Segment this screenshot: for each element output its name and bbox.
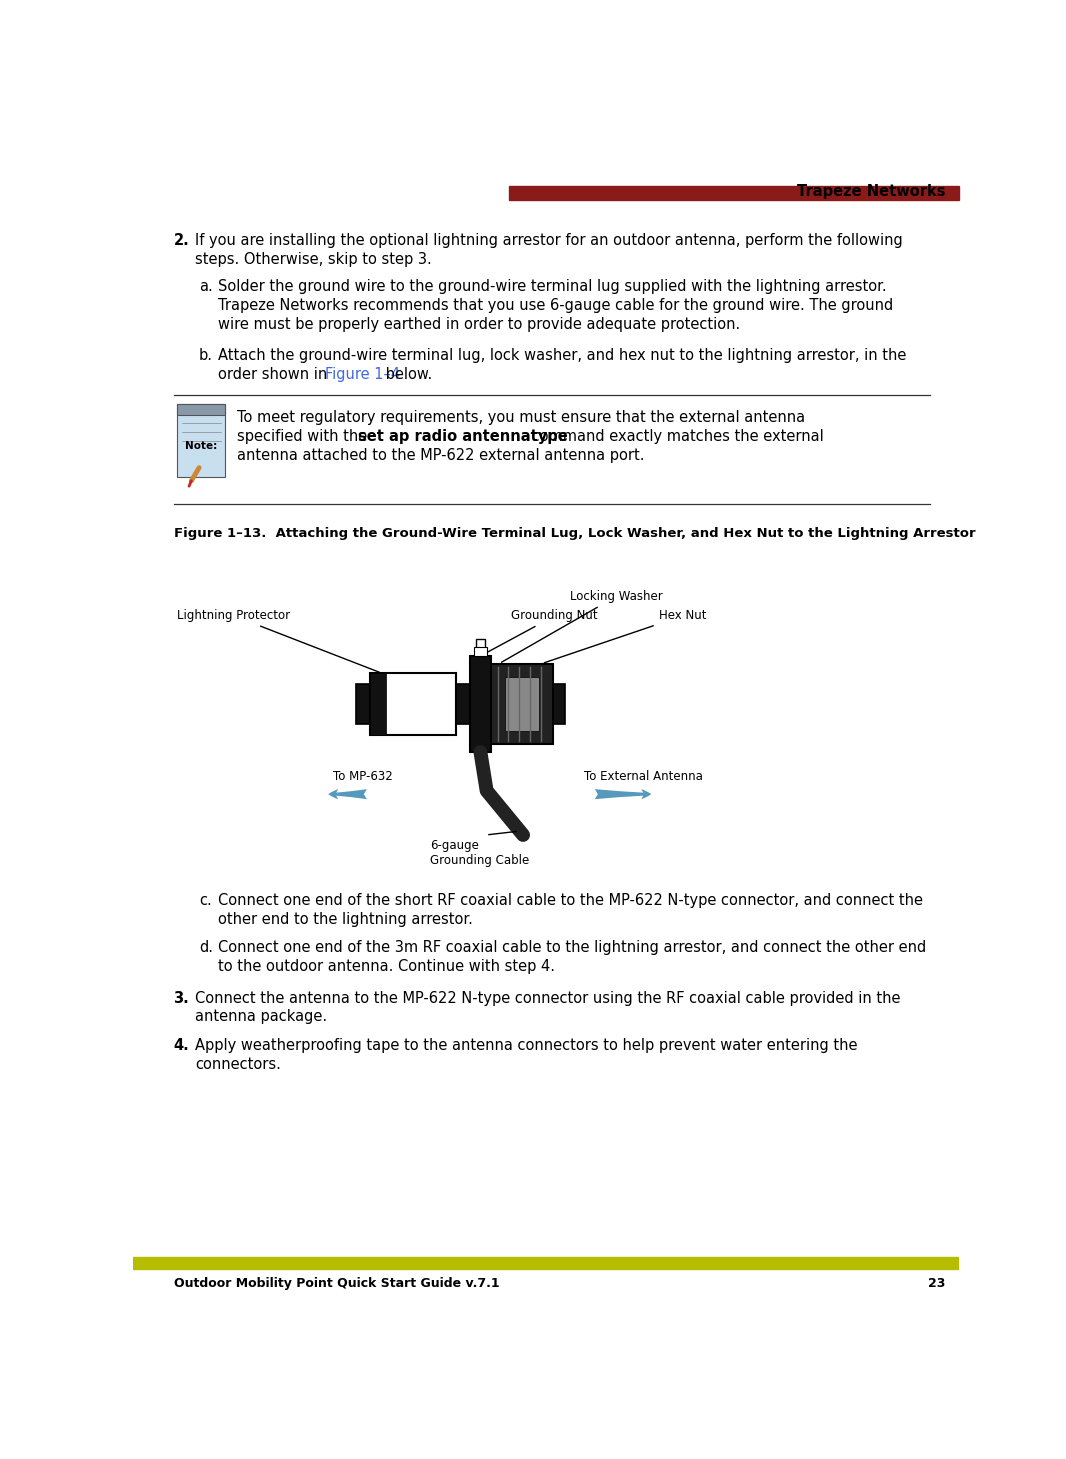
Bar	[370, 673, 455, 735]
Text: Lightning Protector: Lightning Protector	[177, 610, 379, 673]
Text: d.: d.	[199, 941, 213, 956]
Text: Hex Nut: Hex Nut	[545, 610, 706, 662]
Text: If you are installing the optional lightning arrestor for an outdoor antenna, pe: If you are installing the optional light…	[195, 233, 903, 248]
Text: order shown in: order shown in	[219, 368, 333, 382]
Bar	[356, 684, 370, 724]
Text: 4.: 4.	[174, 1039, 190, 1053]
Bar	[370, 673, 386, 735]
Bar	[510, 185, 959, 200]
Text: To meet regulatory requirements, you must ensure that the external antenna: To meet regulatory requirements, you mus…	[237, 410, 805, 425]
Text: to the outdoor antenna. Continue with step 4.: to the outdoor antenna. Continue with st…	[219, 960, 555, 975]
Text: Apply weatherproofing tape to the antenna connectors to help prevent water enter: Apply weatherproofing tape to the antenn…	[195, 1039, 858, 1053]
Text: Solder the ground wire to the ground-wire terminal lug supplied with the lightni: Solder the ground wire to the ground-wir…	[219, 279, 887, 295]
Text: connectors.: connectors.	[195, 1058, 281, 1072]
Text: antenna attached to the MP-622 external antenna port.: antenna attached to the MP-622 external …	[237, 448, 645, 463]
Text: 3.: 3.	[174, 991, 190, 1005]
Bar	[491, 664, 553, 744]
Text: Outdoor Mobility Point Quick Start Guide v.7.1: Outdoor Mobility Point Quick Start Guide…	[174, 1277, 499, 1290]
Text: To External Antenna: To External Antenna	[584, 769, 704, 782]
Bar	[475, 639, 485, 657]
Text: Locking Washer: Locking Washer	[501, 589, 662, 662]
Text: Connect one end of the 3m RF coaxial cable to the lightning arrestor, and connec: Connect one end of the 3m RF coaxial cab…	[219, 941, 926, 956]
Text: other end to the lightning arrestor.: other end to the lightning arrestor.	[219, 912, 473, 926]
Text: steps. Otherwise, skip to step 3.: steps. Otherwise, skip to step 3.	[195, 252, 432, 267]
Text: below.: below.	[382, 368, 433, 382]
Text: a.: a.	[199, 279, 213, 295]
Text: b.: b.	[199, 349, 213, 363]
Text: Trapeze Networks: Trapeze Networks	[797, 184, 946, 200]
Text: wire must be properly earthed in order to provide adequate protection.: wire must be properly earthed in order t…	[219, 317, 741, 331]
Bar	[553, 684, 565, 724]
Bar	[133, 1258, 959, 1269]
Text: 23: 23	[928, 1277, 946, 1290]
Text: 6-gauge
Grounding Cable: 6-gauge Grounding Cable	[430, 839, 530, 867]
Bar	[177, 404, 226, 477]
Text: Figure 1–4: Figure 1–4	[325, 368, 401, 382]
Bar	[470, 657, 491, 753]
Bar	[455, 684, 470, 724]
Bar	[474, 646, 487, 657]
Text: To MP-632: To MP-632	[334, 769, 393, 782]
Text: Note:: Note:	[185, 441, 217, 451]
Bar	[177, 404, 226, 416]
Text: Trapeze Networks recommends that you use 6-gauge cable for the ground wire. The : Trapeze Networks recommends that you use…	[219, 298, 893, 312]
Text: 2.: 2.	[174, 233, 190, 248]
Text: Attach the ground-wire terminal lug, lock washer, and hex nut to the lightning a: Attach the ground-wire terminal lug, loc…	[219, 349, 907, 363]
Text: specified with the: specified with the	[237, 429, 372, 444]
Text: set ap radio antennatype: set ap radio antennatype	[358, 429, 568, 444]
Text: c.: c.	[199, 893, 212, 907]
Text: Connect one end of the short RF coaxial cable to the MP-622 N-type connector, an: Connect one end of the short RF coaxial …	[219, 893, 923, 907]
Text: Connect the antenna to the MP-622 N-type connector using the RF coaxial cable pr: Connect the antenna to the MP-622 N-type…	[195, 991, 901, 1005]
Text: Figure 1–13.  Attaching the Ground-Wire Terminal Lug, Lock Washer, and Hex Nut t: Figure 1–13. Attaching the Ground-Wire T…	[174, 527, 975, 540]
Text: antenna package.: antenna package.	[195, 1010, 327, 1024]
Text: command exactly matches the external: command exactly matches the external	[527, 429, 824, 444]
Text: Grounding Nut: Grounding Nut	[483, 610, 598, 655]
Bar	[505, 677, 539, 731]
